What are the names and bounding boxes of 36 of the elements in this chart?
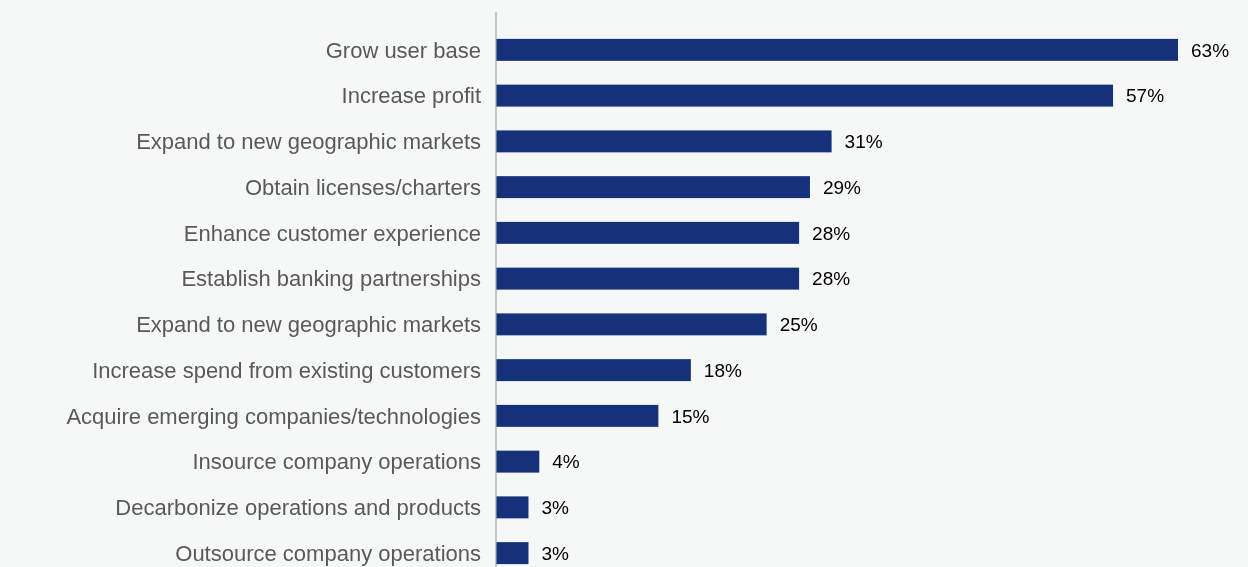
- bar: [496, 130, 832, 153]
- y-tick-label: Decarbonize operations and products: [115, 495, 481, 521]
- bar: [496, 313, 767, 336]
- y-tick-label: Enhance customer experience: [183, 220, 481, 246]
- data-label: 31%: [844, 131, 883, 153]
- bar: [496, 84, 1114, 107]
- y-tick-label: Expand to new geographic markets: [136, 129, 481, 155]
- data-label: 3%: [541, 542, 570, 564]
- data-label: 25%: [779, 314, 818, 336]
- bar: [496, 38, 1178, 61]
- bar: [496, 404, 659, 427]
- data-label: 4%: [552, 451, 580, 473]
- y-tick-label: Grow user base: [325, 37, 481, 63]
- bar: [496, 221, 800, 244]
- y-tick-label: Insource company operations: [192, 449, 481, 475]
- y-tick-label: Expand to new geographic markets: [136, 312, 481, 338]
- bar: [496, 450, 540, 473]
- data-label: 29%: [822, 176, 862, 198]
- data-label: 28%: [812, 268, 851, 290]
- y-tick-label: Increase profit: [341, 83, 481, 109]
- data-label: 18%: [703, 359, 742, 381]
- y-tick-label: Establish banking partnerships: [181, 266, 481, 292]
- y-tick-label: Outsource company operations: [175, 540, 481, 566]
- bar: [496, 267, 800, 290]
- bar: [496, 176, 810, 199]
- data-label: 28%: [812, 222, 851, 244]
- bar: [496, 542, 529, 565]
- bar: [496, 359, 691, 382]
- bar: [496, 496, 529, 519]
- y-tick-label: Increase spend from existing customers: [92, 357, 481, 383]
- data-label: 3%: [541, 497, 570, 519]
- data-label: 63%: [1191, 39, 1230, 61]
- y-tick-label: Obtain licenses/charters: [245, 174, 481, 200]
- data-label: 15%: [671, 405, 710, 427]
- data-label: 57%: [1126, 85, 1165, 107]
- y-tick-label: Acquire emerging companies/technologies: [66, 403, 481, 429]
